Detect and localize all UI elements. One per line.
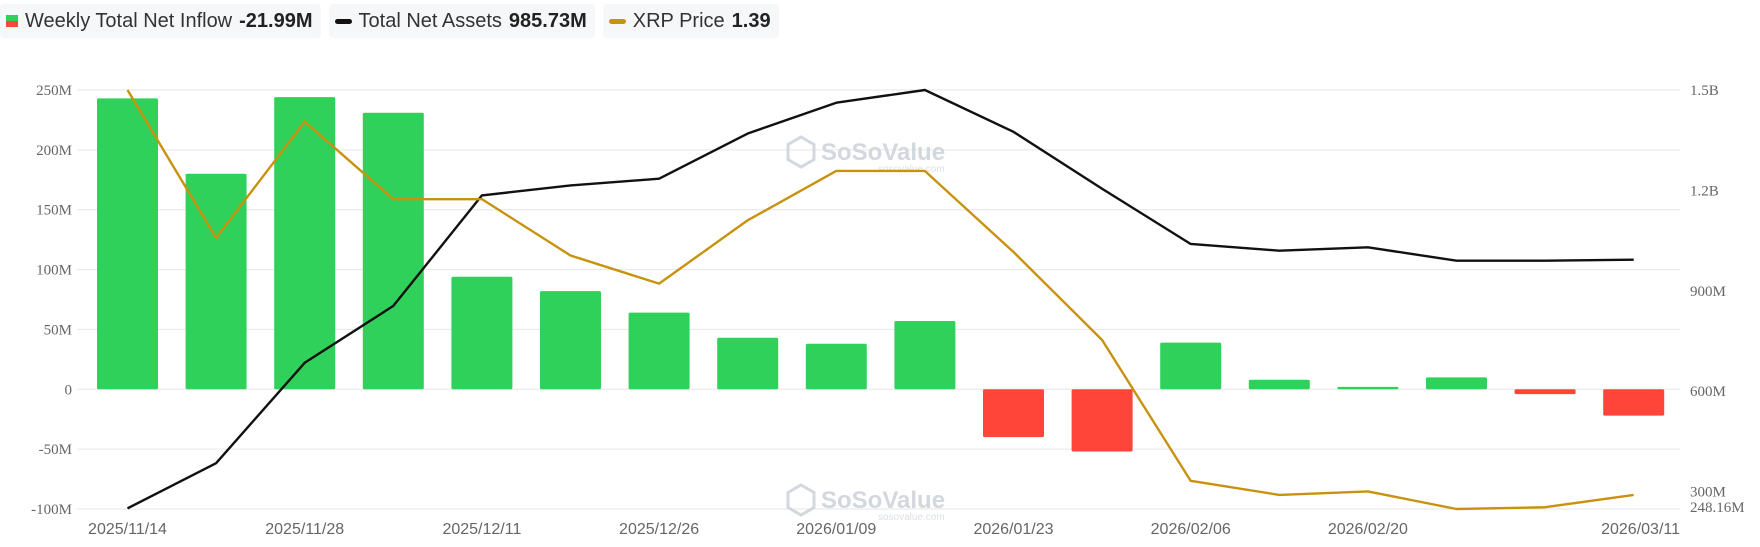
- x-tick-label: 2025/11/14: [88, 521, 167, 538]
- x-tick-label: 2026/03/11: [1601, 521, 1680, 538]
- inflow-bar[interactable]: [1514, 389, 1576, 395]
- inflow-bar[interactable]: [805, 343, 867, 390]
- watermark-logo-icon: [786, 483, 816, 517]
- inflow-bar[interactable]: [983, 389, 1044, 438]
- inflow-bar[interactable]: [1337, 386, 1399, 390]
- x-tick-label: 2026/02/20: [1328, 521, 1408, 538]
- inflow-bar[interactable]: [274, 97, 336, 390]
- legend-value-assets: 985.73M: [508, 9, 587, 32]
- x-tick-label: 2025/12/26: [619, 521, 699, 538]
- price-swatch-icon: [608, 18, 626, 24]
- legend-item-price[interactable]: XRP Price 1.39: [602, 4, 779, 38]
- inflow-bar[interactable]: [1426, 377, 1487, 390]
- right-tick-label: 900M: [1690, 284, 1726, 300]
- watermark-brand: SoSoValue: [821, 487, 945, 514]
- watermark-bottom: SoSoValue sosovalue.com: [786, 483, 945, 523]
- x-tick-label: 2026/01/09: [796, 521, 876, 538]
- x-tick-label: 2025/11/28: [265, 521, 344, 538]
- legend-value-price: 1.39: [731, 9, 771, 32]
- legend-label-assets: Total Net Assets: [358, 9, 502, 32]
- inflow-bar[interactable]: [1071, 389, 1133, 452]
- inflow-bar[interactable]: [1248, 379, 1310, 390]
- assets-swatch-icon: [334, 18, 352, 24]
- inflow-bars: [97, 97, 1665, 452]
- left-tick-label: 250M: [36, 83, 72, 99]
- left-tick-label: 150M: [36, 203, 72, 219]
- left-tick-label: 100M: [36, 263, 72, 279]
- inflow-bar[interactable]: [362, 112, 424, 390]
- right-tick-label: 600M: [1690, 384, 1726, 400]
- total-net-assets-line[interactable]: [126, 88, 1634, 510]
- watermark-logo-icon: [786, 135, 816, 169]
- left-tick-label: -50M: [39, 442, 72, 458]
- inflow-bar[interactable]: [1603, 389, 1665, 416]
- right-tick-label: 1.5B: [1690, 83, 1719, 99]
- watermark-site: sosovalue.com: [878, 164, 945, 175]
- inflow-bar[interactable]: [540, 291, 601, 390]
- x-tick-label: 2026/01/23: [973, 521, 1053, 538]
- right-tick-label: 1.2B: [1690, 183, 1719, 199]
- x-axis: 2025/11/14 2025/11/28 2025/12/11 2025/12/26…: [88, 521, 1680, 538]
- legend-label-price: XRP Price: [632, 9, 725, 32]
- inflow-bar[interactable]: [894, 321, 956, 390]
- inflow-bar[interactable]: [185, 173, 247, 390]
- x-tick-label: 2025/12/11: [442, 521, 521, 538]
- grid-lines: [77, 89, 1680, 510]
- watermarks: SoSoValue sosovalue.com SoSoValue sosova…: [786, 135, 945, 523]
- watermark-top: SoSoValue sosovalue.com: [786, 135, 945, 175]
- xrp-price-line[interactable]: [126, 89, 1634, 511]
- inflow-bar[interactable]: [717, 337, 779, 390]
- legend-value-inflow: -21.99M: [239, 9, 313, 32]
- left-tick-label: -100M: [31, 502, 72, 518]
- watermark-brand: SoSoValue: [821, 139, 945, 166]
- right-tick-label: 300M: [1690, 485, 1726, 501]
- right-tick-label: 248.16M: [1690, 500, 1745, 516]
- inflow-bar[interactable]: [451, 276, 513, 390]
- legend-item-inflow[interactable]: Weekly Total Net Inflow -21.99M: [0, 4, 321, 38]
- x-tick-label: 2026/02/06: [1151, 521, 1231, 538]
- legend-item-assets[interactable]: Total Net Assets 985.73M: [328, 4, 595, 38]
- inflow-bar[interactable]: [97, 98, 158, 390]
- inflow-bar[interactable]: [628, 312, 690, 390]
- chart-legend: Weekly Total Net Inflow -21.99M Total Ne…: [0, 4, 779, 38]
- left-y-axis: -100M -50M 0 50M 100M 150M 200M 250M: [31, 83, 72, 518]
- left-tick-label: 50M: [44, 322, 72, 338]
- inflow-bar[interactable]: [1160, 342, 1222, 390]
- watermark-site: sosovalue.com: [878, 512, 945, 523]
- left-tick-label: 0: [65, 382, 73, 398]
- series-lines: [126, 88, 1634, 511]
- legend-label-inflow: Weekly Total Net Inflow: [25, 9, 233, 32]
- left-tick-label: 200M: [36, 143, 72, 159]
- inflow-swatch-icon: [6, 15, 18, 27]
